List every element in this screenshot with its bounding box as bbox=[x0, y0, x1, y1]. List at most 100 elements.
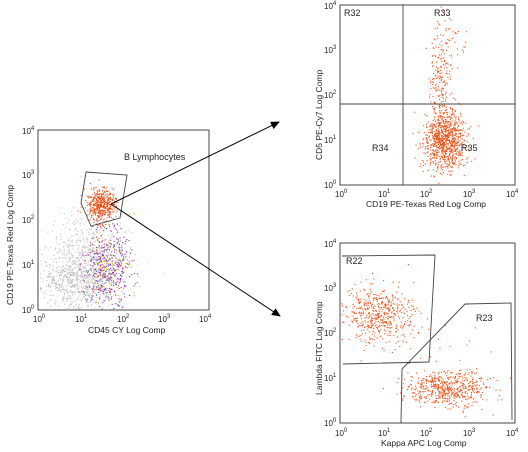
event-dot bbox=[86, 288, 88, 290]
event-dot bbox=[119, 282, 121, 284]
event-dot bbox=[410, 333, 412, 335]
event-dot bbox=[420, 386, 422, 388]
event-dot bbox=[355, 318, 357, 320]
event-dot bbox=[472, 390, 474, 392]
event-dot bbox=[116, 223, 118, 225]
event-dot bbox=[438, 396, 440, 398]
event-dot bbox=[416, 399, 418, 401]
event-dot bbox=[439, 81, 441, 83]
event-dot bbox=[376, 326, 378, 328]
event-dot bbox=[134, 254, 136, 256]
event-dot bbox=[116, 242, 118, 244]
event-dot bbox=[427, 121, 429, 123]
event-dot bbox=[432, 381, 434, 383]
event-dot bbox=[434, 372, 436, 374]
event-dot bbox=[432, 385, 434, 387]
event-dot bbox=[43, 248, 45, 250]
event-dot bbox=[116, 261, 118, 263]
event-dot bbox=[58, 257, 60, 259]
event-dot bbox=[437, 122, 439, 124]
event-dot bbox=[76, 278, 78, 280]
event-dot bbox=[456, 394, 458, 396]
event-dot bbox=[432, 126, 434, 128]
event-dot bbox=[97, 235, 99, 237]
event-dot bbox=[81, 284, 83, 286]
event-dot bbox=[434, 402, 436, 404]
event-dot bbox=[403, 306, 405, 308]
event-dot bbox=[441, 166, 443, 168]
event-dot bbox=[117, 264, 119, 266]
event-dot bbox=[88, 254, 90, 256]
event-dot bbox=[458, 132, 460, 134]
event-dot bbox=[100, 227, 102, 229]
event-dot bbox=[446, 386, 448, 388]
event-dot bbox=[99, 297, 101, 299]
event-dot bbox=[454, 377, 456, 379]
event-dot bbox=[450, 129, 452, 131]
event-dot bbox=[448, 387, 450, 389]
event-dot bbox=[458, 117, 460, 119]
top-x-tick: 103 bbox=[463, 189, 476, 199]
event-dot bbox=[65, 258, 67, 260]
event-dot bbox=[440, 77, 442, 79]
event-dot bbox=[81, 268, 83, 270]
event-dot bbox=[361, 330, 363, 332]
event-dot bbox=[80, 239, 82, 241]
event-dot bbox=[58, 284, 60, 286]
event-dot bbox=[76, 261, 78, 263]
event-dot bbox=[388, 300, 390, 302]
event-dot bbox=[355, 320, 357, 322]
event-dot bbox=[464, 405, 466, 407]
event-dot bbox=[469, 368, 471, 370]
event-dot bbox=[450, 158, 452, 160]
event-dot bbox=[114, 208, 116, 210]
event-dot bbox=[84, 268, 86, 270]
event-dot bbox=[59, 275, 61, 277]
event-dot bbox=[443, 144, 445, 146]
event-dot bbox=[442, 130, 444, 132]
event-dot bbox=[442, 131, 444, 133]
event-dot bbox=[94, 203, 96, 205]
event-dot bbox=[462, 386, 464, 388]
event-dot bbox=[69, 245, 71, 247]
event-dot bbox=[451, 372, 453, 374]
event-dot bbox=[382, 388, 384, 390]
event-dot bbox=[443, 53, 445, 55]
event-dot bbox=[70, 259, 72, 261]
event-dot bbox=[373, 327, 375, 329]
event-dot bbox=[355, 334, 357, 336]
event-dot bbox=[442, 157, 444, 159]
event-dot bbox=[401, 312, 403, 314]
event-dot bbox=[68, 272, 70, 274]
event-dot bbox=[110, 245, 112, 247]
event-dot bbox=[90, 260, 92, 262]
event-dot bbox=[430, 386, 432, 388]
event-dot bbox=[498, 395, 500, 397]
event-dot bbox=[392, 281, 394, 283]
event-dot bbox=[87, 197, 89, 199]
event-dot bbox=[122, 288, 124, 290]
event-dot bbox=[101, 197, 103, 199]
event-dot bbox=[97, 263, 99, 265]
event-dot bbox=[440, 122, 442, 124]
event-dot bbox=[93, 295, 95, 297]
event-dot bbox=[81, 258, 83, 260]
event-dot bbox=[61, 288, 63, 290]
event-dot bbox=[438, 151, 440, 153]
event-dot bbox=[45, 293, 47, 295]
event-dot bbox=[426, 134, 428, 136]
event-dot bbox=[62, 281, 64, 283]
event-dot bbox=[118, 250, 120, 252]
event-dot bbox=[85, 287, 87, 289]
event-dot bbox=[378, 316, 380, 318]
event-dot bbox=[436, 146, 438, 148]
event-dot bbox=[103, 289, 105, 291]
event-dot bbox=[92, 199, 94, 201]
event-dot bbox=[96, 251, 98, 253]
event-dot bbox=[70, 286, 72, 288]
event-dot bbox=[439, 112, 441, 114]
event-dot bbox=[404, 321, 406, 323]
event-dot bbox=[419, 396, 421, 398]
event-dot bbox=[432, 95, 434, 97]
event-dot bbox=[364, 326, 366, 328]
